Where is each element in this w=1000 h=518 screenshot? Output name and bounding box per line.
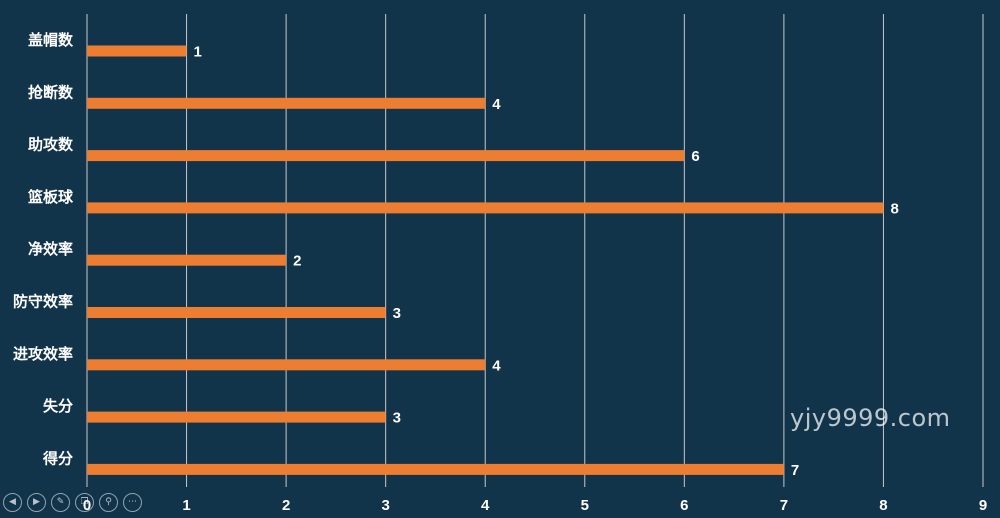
category-label: 得分 bbox=[42, 449, 73, 467]
bar-4 bbox=[87, 254, 287, 266]
bar-7 bbox=[87, 411, 386, 423]
zoom-icon[interactable]: ⚲ bbox=[99, 493, 118, 512]
next-icon[interactable]: ▶ bbox=[27, 493, 46, 512]
watermark: yjy9999.com bbox=[790, 404, 951, 432]
x-tick-label-2: 2 bbox=[282, 497, 290, 514]
data-label-1: 4 bbox=[492, 96, 501, 113]
bar-6 bbox=[87, 359, 486, 371]
category-label: 防守效率 bbox=[13, 293, 73, 311]
bar-1 bbox=[87, 97, 486, 109]
category-label: 篮板球 bbox=[27, 188, 74, 206]
data-label-6: 4 bbox=[492, 357, 501, 374]
data-label-0: 1 bbox=[194, 44, 202, 61]
category-label: 盖帽数 bbox=[28, 31, 74, 49]
pen-icon[interactable]: ✎ bbox=[51, 493, 70, 512]
x-tick-label-3: 3 bbox=[381, 497, 389, 514]
x-tick-label-4: 4 bbox=[481, 497, 490, 514]
x-tick-label-1: 1 bbox=[182, 497, 190, 514]
data-label-4: 2 bbox=[293, 253, 301, 270]
data-label-3: 8 bbox=[890, 200, 898, 217]
bar-3 bbox=[87, 202, 884, 214]
category-label: 进攻效率 bbox=[13, 345, 73, 363]
prev-icon[interactable]: ◀ bbox=[3, 493, 22, 512]
bar-0 bbox=[87, 45, 187, 57]
slide-toolbar: ◀ ▶ ✎ ❐ ⚲ ⋯ bbox=[3, 493, 142, 512]
more-icon[interactable]: ⋯ bbox=[123, 493, 142, 512]
data-label-7: 3 bbox=[393, 410, 401, 427]
category-label: 净效率 bbox=[28, 240, 73, 258]
bar-5 bbox=[87, 307, 386, 318]
x-tick-label-7: 7 bbox=[780, 497, 788, 514]
data-label-8: 7 bbox=[791, 462, 799, 479]
x-tick-label-8: 8 bbox=[879, 497, 887, 514]
category-label: 抢断数 bbox=[28, 83, 74, 101]
bar-2 bbox=[87, 150, 685, 162]
category-label: 助攻数 bbox=[28, 136, 74, 154]
x-tick-label-9: 9 bbox=[979, 497, 987, 514]
category-label: 失分 bbox=[43, 397, 73, 415]
x-tick-label-6: 6 bbox=[680, 497, 688, 514]
data-label-5: 3 bbox=[393, 305, 401, 322]
bar-8 bbox=[87, 463, 784, 475]
data-label-2: 6 bbox=[691, 148, 699, 165]
x-tick-label-5: 5 bbox=[581, 497, 589, 514]
copy-icon[interactable]: ❐ bbox=[75, 493, 94, 512]
